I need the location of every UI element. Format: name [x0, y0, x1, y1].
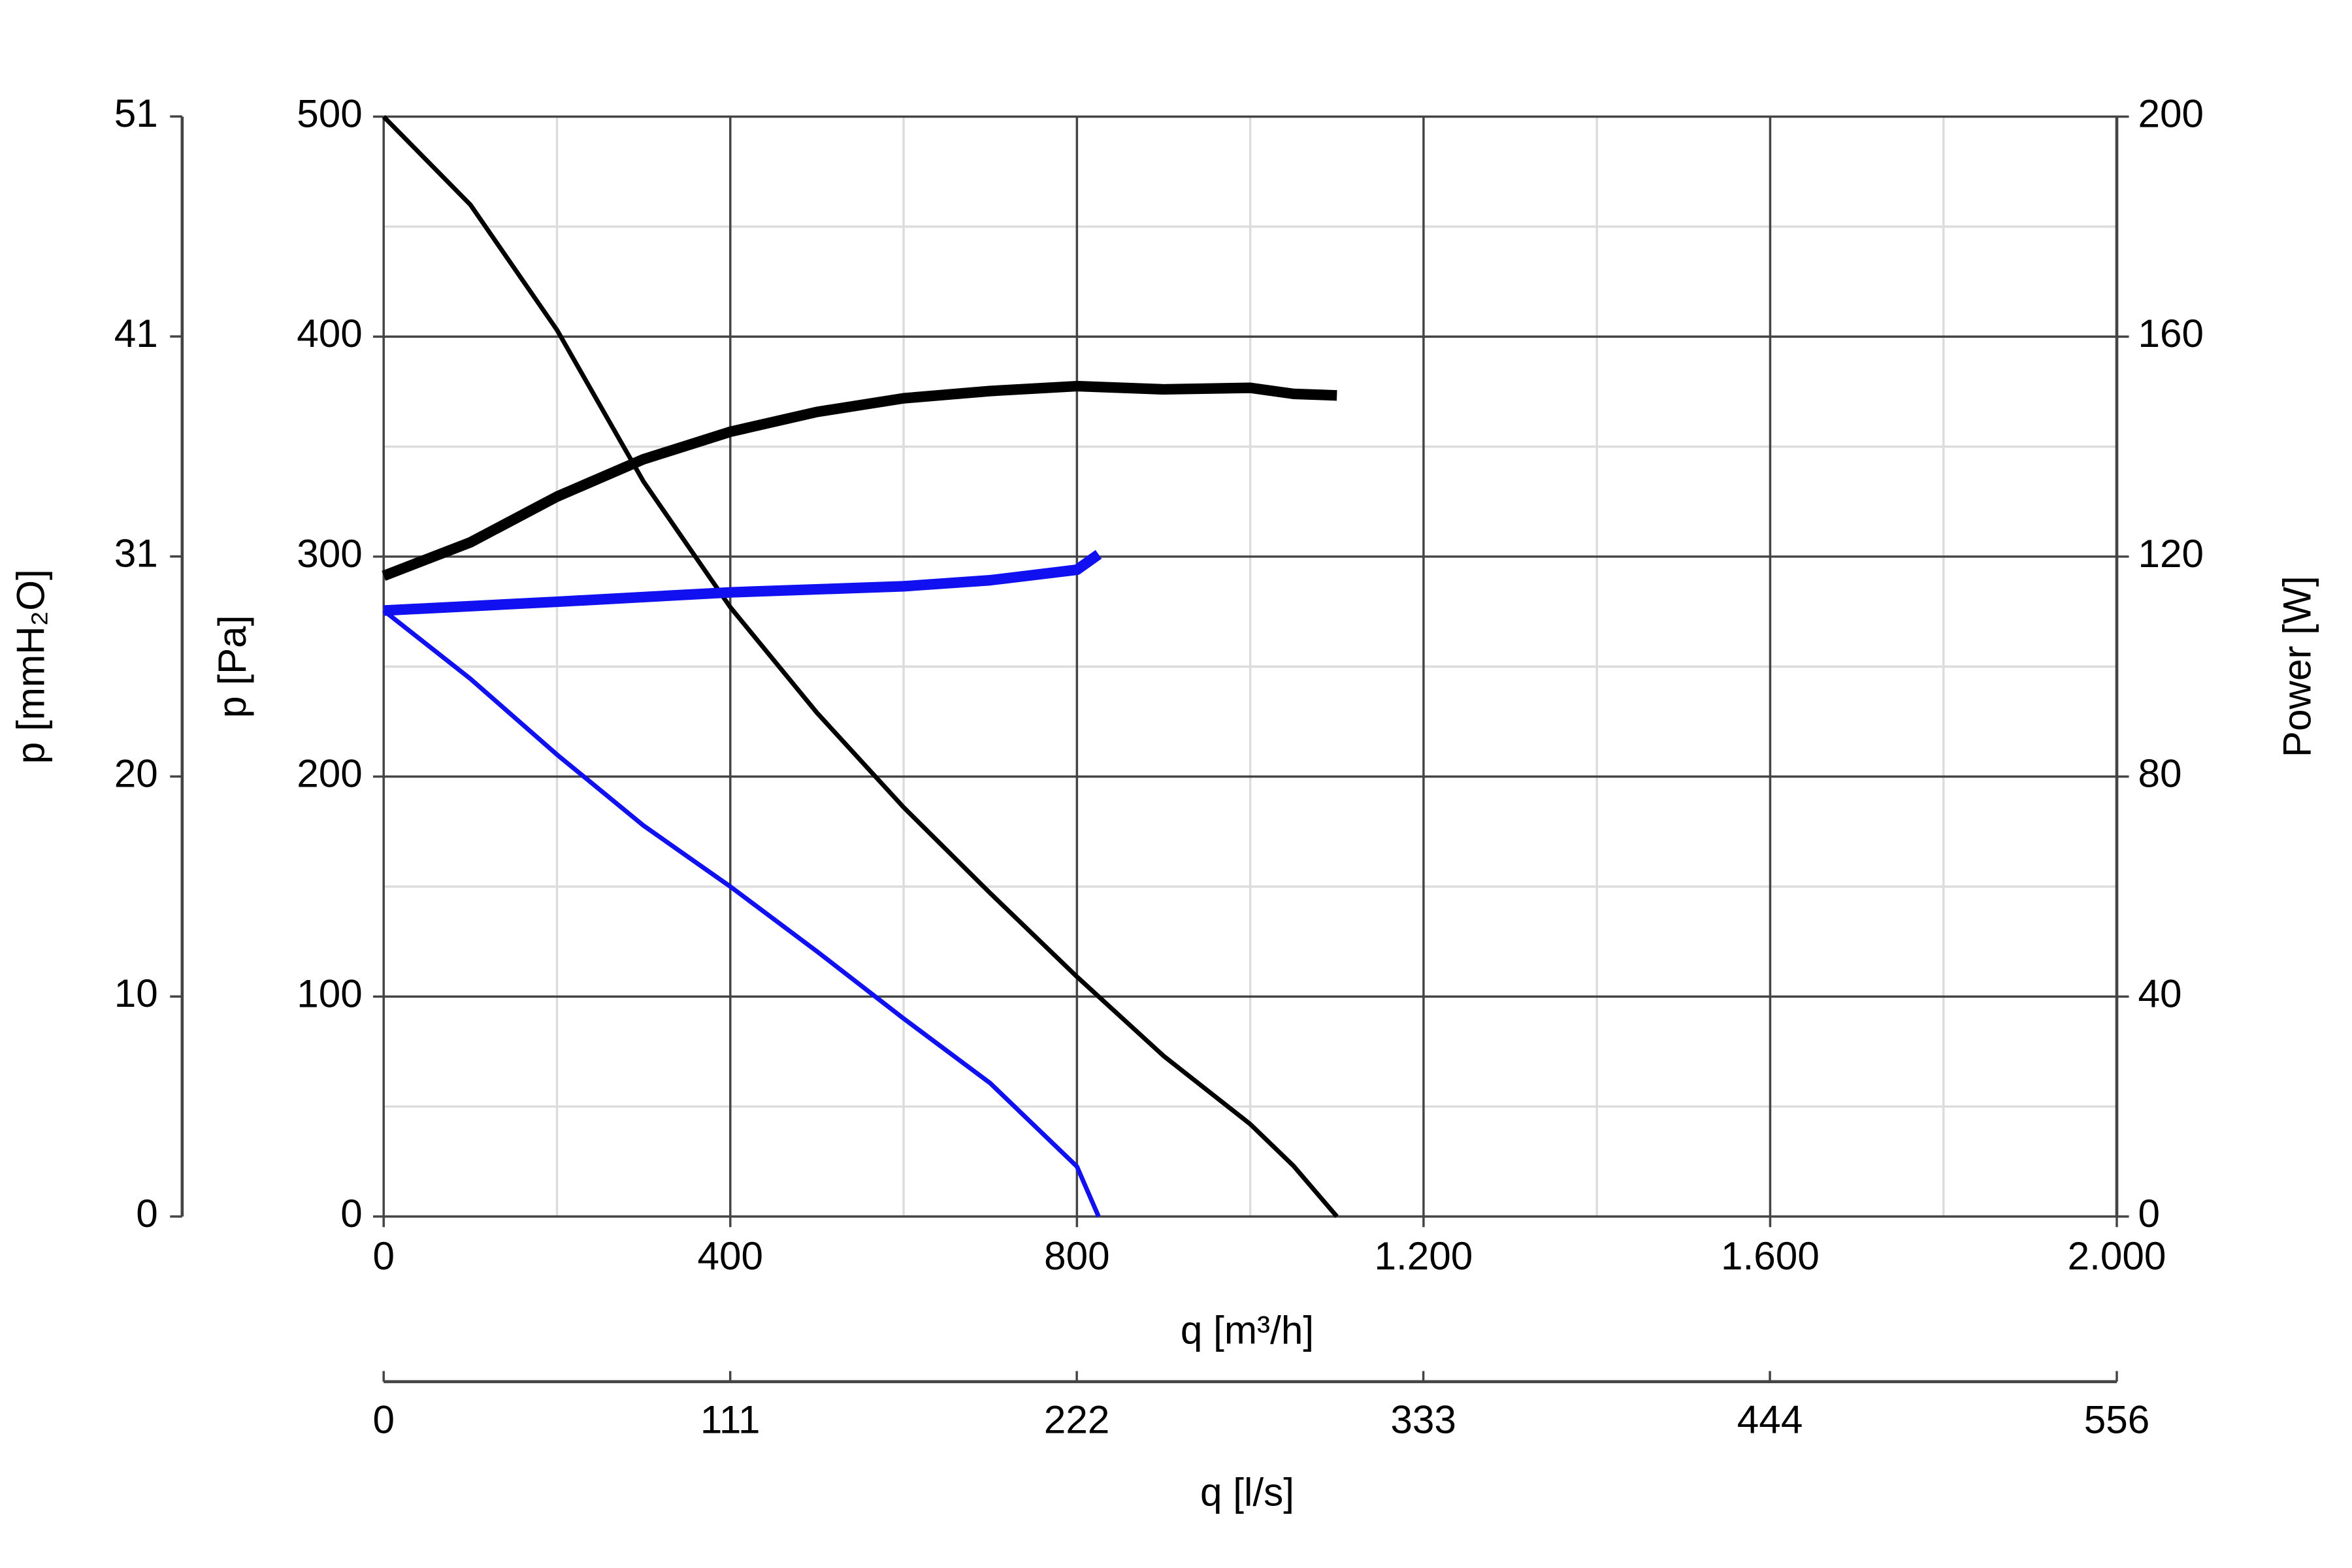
series-line — [382, 115, 1339, 1218]
y3-tick-label: 31 — [114, 531, 158, 576]
y-tick-label: 300 — [297, 531, 363, 576]
x2-tick-label: 333 — [1390, 1397, 1456, 1441]
y2-axis-title: Power [W] — [2275, 576, 2319, 757]
series-line — [382, 608, 1101, 1218]
x2-axis-title: q [l/s] — [1200, 1470, 1294, 1514]
y2-tick-label: 40 — [2138, 971, 2181, 1015]
x-tick-label: 1.200 — [1374, 1233, 1473, 1278]
y3-tick-label: 51 — [114, 91, 158, 135]
y-tick-label: 100 — [297, 971, 363, 1015]
y-axis-title: p [Pa] — [210, 615, 254, 718]
x-tick-label: 0 — [372, 1233, 395, 1278]
y-tick-label: 0 — [340, 1191, 363, 1235]
x2-tick-label: 444 — [1737, 1397, 1803, 1441]
x-tick-label: 800 — [1044, 1233, 1110, 1278]
y3-tick-label: 10 — [114, 971, 158, 1015]
y3-axis-title: p [mmH₂O] — [8, 569, 53, 764]
y3-tick-label: 0 — [136, 1191, 158, 1235]
y-tick-label: 400 — [297, 311, 363, 355]
y3-tick-label: 41 — [114, 311, 158, 355]
x2-tick-label: 222 — [1044, 1397, 1110, 1441]
series-line — [382, 380, 1337, 581]
y3-tick-label: 20 — [114, 751, 158, 795]
y2-tick-label: 120 — [2138, 531, 2204, 576]
x-axis-title: q [m³/h] — [1181, 1308, 1314, 1352]
y2-tick-label: 80 — [2138, 751, 2181, 796]
x2-tick-label: 111 — [700, 1397, 760, 1441]
x-tick-label: 1.600 — [1721, 1233, 1820, 1278]
x2-tick-label: 556 — [2084, 1397, 2150, 1441]
series-line — [383, 549, 1102, 616]
x-tick-label: 2.000 — [2068, 1233, 2166, 1278]
x-tick-label: 400 — [698, 1233, 764, 1278]
y-tick-label: 500 — [297, 91, 363, 135]
y-tick-label: 200 — [297, 751, 363, 796]
y2-tick-label: 0 — [2138, 1191, 2160, 1235]
x2-tick-label: 0 — [372, 1397, 395, 1441]
y2-tick-label: 200 — [2138, 91, 2204, 135]
y2-tick-label: 160 — [2138, 311, 2204, 355]
